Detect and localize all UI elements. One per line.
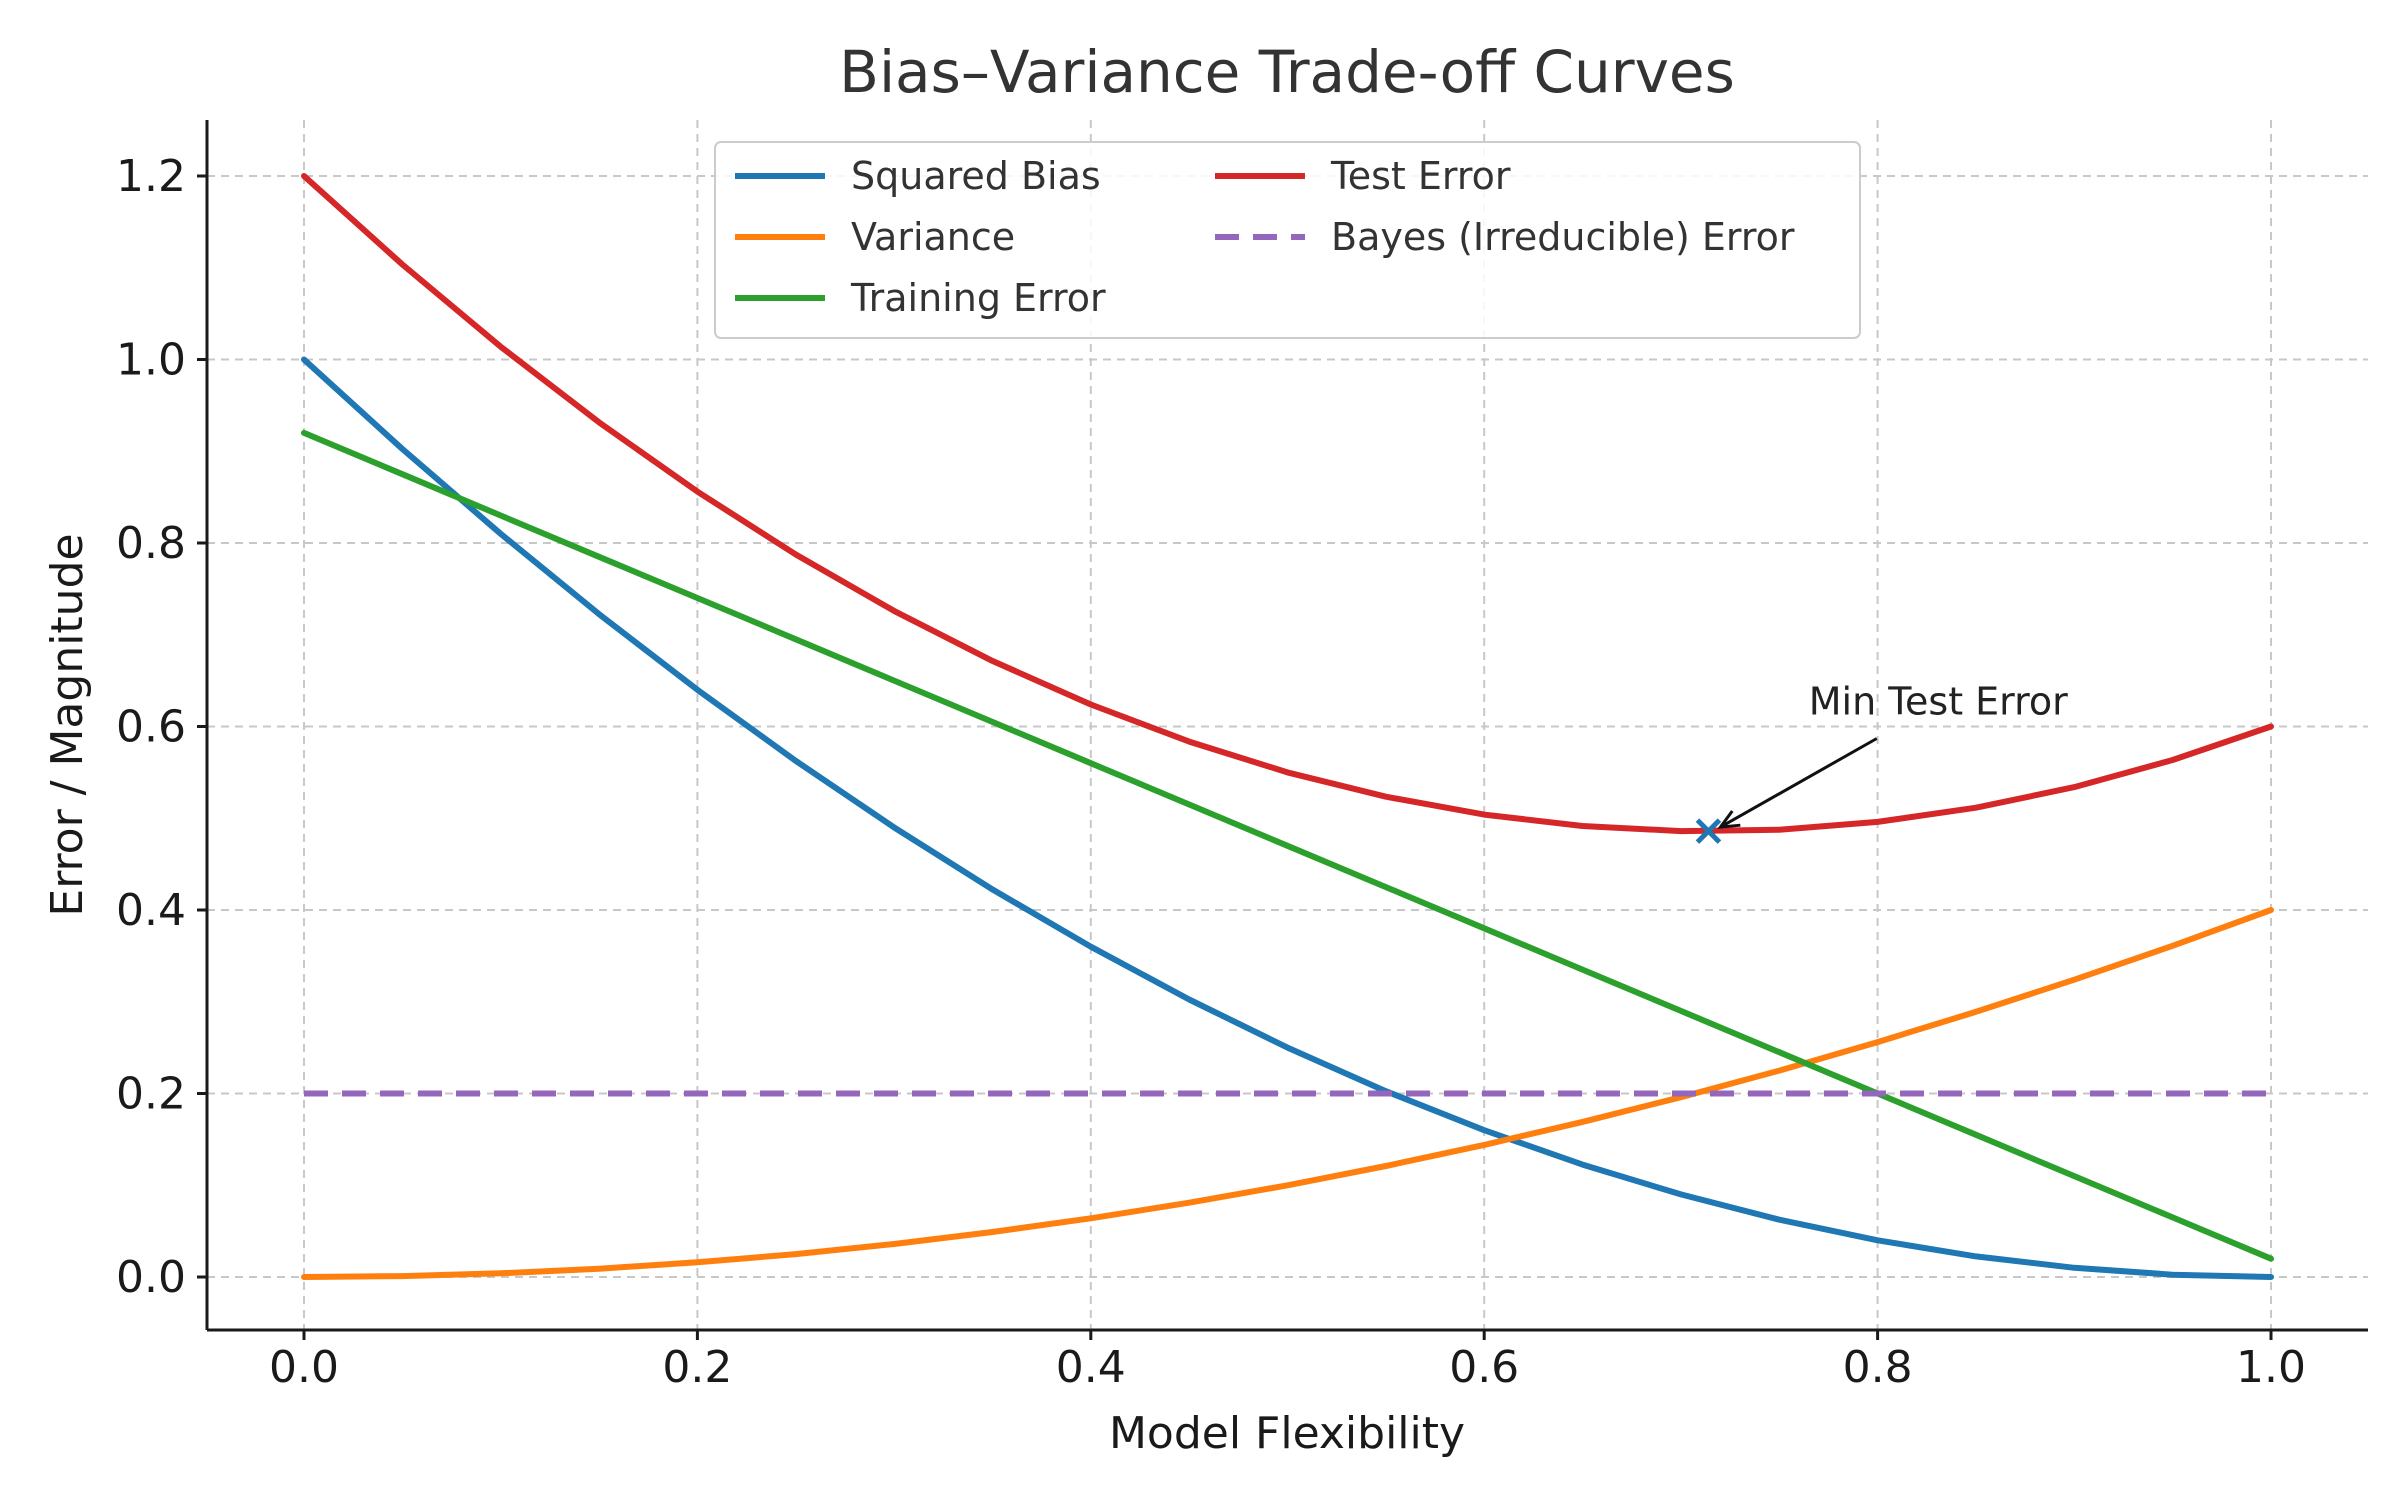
legend-label: Variance [851,215,1015,259]
chart-title: Bias–Variance Trade-off Curves [839,38,1735,106]
y-tick-label: 0.8 [116,518,186,569]
annotation-text: Min Test Error [1809,680,2068,724]
series-line-test-error [301,173,2274,835]
y-tick-label: 1.0 [116,335,186,386]
x-tick-label: 0.6 [1449,1342,1519,1393]
x-tick-label: 0.4 [1056,1342,1126,1393]
legend: Squared Bias Variance Training Error Test E… [714,141,1861,339]
y-tick-label: 1.2 [116,151,186,202]
annotation-arrowhead [1717,810,1741,829]
annotation: Min Test Error [1717,680,2068,829]
legend-item-training-error: Training Error [735,276,1106,320]
series-line-training-error [301,429,2274,1262]
x-tick-label: 0.0 [269,1342,339,1393]
y-tick-label: 0.0 [116,1252,186,1303]
y-tick-label: 0.6 [116,702,186,753]
ticks: 0.0 0.2 0.4 0.6 0.8 1.0 0.0 0.2 0.4 0.6 0.8 1.0 1.2 [116,151,2306,1393]
x-tick-label: 1.0 [2236,1342,2306,1393]
legend-label: Test Error [1330,154,1511,198]
legend-item-squared-bias: Squared Bias [735,154,1101,198]
legend-label: Bayes (Irreducible) Error [1331,215,1795,259]
legend-box [714,141,1861,339]
series-layer [301,173,2274,1280]
x-axis-label: Model Flexibility [1109,1408,1465,1459]
x-tick-label: 0.2 [662,1342,732,1393]
y-tick-label: 0.2 [116,1069,186,1120]
series-line-variance [301,907,2274,1280]
min-test-error-marker [1695,818,1722,844]
annotation-arrow [1719,737,1878,829]
legend-item-test-error: Test Error [1215,154,1511,198]
x-tick-label: 0.8 [1843,1342,1913,1393]
legend-item-variance: Variance [735,215,1015,259]
legend-label: Squared Bias [851,154,1101,198]
series-line-squared-bias [301,356,2274,1280]
legend-item-bayes-irreducible-error: Bayes (Irreducible) Error [1215,215,1795,259]
legend-label: Training Error [850,276,1106,320]
y-axis-label: Error / Magnitude [42,533,93,916]
y-tick-label: 0.4 [116,885,186,936]
